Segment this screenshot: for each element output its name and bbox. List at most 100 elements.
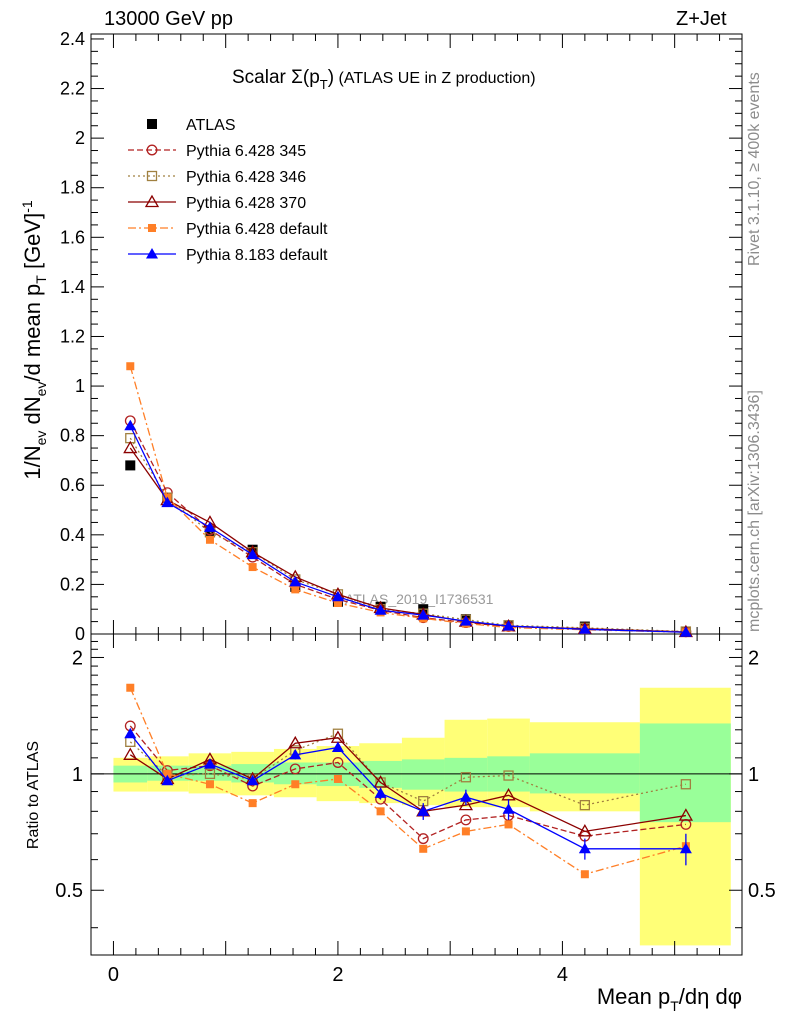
- stat-band-bin: [359, 760, 402, 788]
- data-point-p8def: [417, 609, 430, 620]
- legend-label-atlas: ATLAS: [186, 117, 236, 134]
- y-axis-title: 1/Nev dNev/d mean pT [GeV]-1: [19, 200, 49, 480]
- ratio-point-p6def: [504, 820, 513, 829]
- y-tick-label: 1.4: [60, 277, 85, 297]
- legend-marker-p370: [144, 194, 160, 208]
- ratio-point-p345: [289, 763, 301, 775]
- header-right: Z+Jet: [676, 8, 727, 30]
- x-tick-label: 0: [108, 964, 119, 986]
- ratio-point-p6def: [205, 780, 214, 789]
- y-tick-label: 0.6: [60, 475, 85, 495]
- data-point-p8def: [289, 575, 302, 587]
- ratio-point-p6def: [376, 807, 385, 816]
- y-tick-label: 0.8: [60, 426, 85, 446]
- ratio-point-p6def: [461, 827, 470, 836]
- ratio-point-p370: [678, 808, 693, 821]
- ratio-point-p8def: [124, 727, 137, 739]
- legend-marker-p345: [146, 144, 158, 156]
- ratio-y-tick-label-right: 0.5: [748, 880, 776, 902]
- legend-label-p370: Pythia 6.428 370: [186, 195, 306, 212]
- data-point-p370: [123, 440, 138, 454]
- ratio-line-p6def: [129, 687, 687, 875]
- data-point-p8def: [203, 521, 216, 532]
- x-axis-title: Mean pT/dη dφ: [597, 984, 742, 1014]
- ratio-point-p6def: [163, 769, 172, 778]
- x-tick-label: 4: [557, 964, 568, 986]
- ratio-point-p8def: [246, 774, 259, 786]
- ratio-point-p8def: [374, 787, 387, 798]
- ratio-y-tick-label-left: 1: [72, 764, 83, 786]
- data-point-p8def: [246, 548, 259, 560]
- ratio-plot-frame: [90, 633, 743, 956]
- data-point-atlas: [125, 460, 136, 471]
- ratio-point-p6def: [333, 774, 342, 783]
- ratio-point-p8def: [417, 805, 430, 816]
- stat-band-bin: [188, 765, 232, 781]
- y-tick-label: 1.8: [60, 178, 85, 198]
- series-line-p8def: [129, 425, 686, 633]
- ratio-point-p8def: [331, 741, 344, 752]
- ratio-y-tick-label-left: 0.5: [55, 880, 83, 902]
- data-point-p6def: [333, 599, 342, 608]
- data-point-p8def: [374, 604, 387, 615]
- ratio-line-p346: [129, 732, 687, 806]
- ratio-y-axis-title: Ratio to ATLAS: [25, 741, 42, 849]
- data-point-p8def: [161, 496, 174, 508]
- data-point-p8def: [459, 615, 472, 626]
- y-tick-label: 2.2: [60, 79, 85, 99]
- ratio-line-p8def: [129, 733, 686, 850]
- y-tick-label: 1.2: [60, 326, 85, 346]
- ratio-point-p8def: [502, 803, 515, 814]
- ratio-point-p8def: [289, 748, 302, 760]
- legend-marker-p346: [146, 170, 158, 182]
- ratio-point-p6def: [291, 780, 300, 789]
- ratio-y-tick-label-right: 2: [748, 647, 759, 669]
- legend-marker-p8def: [146, 248, 158, 259]
- ratio-point-p346: [680, 779, 692, 790]
- ratio-point-p8def: [578, 842, 591, 854]
- header-left: 13000 GeV pp: [104, 8, 233, 30]
- ratio-point-p8def: [161, 774, 174, 786]
- y-tick-label: 0: [75, 624, 85, 644]
- data-point-p6def: [205, 535, 214, 544]
- data-point-p8def: [502, 620, 515, 631]
- ratio-point-p346: [460, 772, 472, 783]
- ratio-point-p6def: [126, 683, 135, 692]
- ratio-point-p345: [460, 814, 472, 826]
- ratio-y-tick-label-left: 2: [72, 647, 83, 669]
- ratio-point-p8def: [203, 758, 216, 769]
- data-point-p6def: [248, 563, 257, 572]
- ratio-point-p8def: [459, 791, 472, 802]
- legend-marker-atlas: [147, 119, 157, 129]
- ratio-point-p370: [288, 735, 303, 749]
- y-tick-label: 2.4: [60, 29, 85, 49]
- ratio-point-p370: [373, 775, 388, 788]
- y-tick-label: 0.4: [60, 525, 85, 545]
- y-tick-label: 1.6: [60, 227, 85, 247]
- data-point-p6def: [126, 362, 135, 371]
- plot-title: Scalar Σ(pT) (ATLAS UE in Z production): [232, 67, 536, 92]
- stat-band-bin: [444, 757, 488, 792]
- data-point-p8def: [578, 623, 591, 634]
- ratio-point-p6def: [580, 870, 589, 879]
- ratio-point-p6def: [248, 799, 257, 808]
- ratio-point-p345: [332, 757, 344, 768]
- data-point-p6def: [291, 585, 300, 594]
- y-tick-label: 1: [75, 376, 85, 396]
- legend-marker-p6def: [148, 224, 156, 232]
- ratio-y-tick-label-right: 1: [748, 764, 759, 786]
- y-tick-label: 0.2: [60, 574, 85, 594]
- y-tick-label: 2: [75, 128, 85, 148]
- data-point-p8def: [679, 626, 692, 637]
- legend-label-p8def: Pythia 8.183 default: [186, 247, 328, 264]
- ratio-point-p345: [417, 833, 429, 845]
- ratio-point-p346: [503, 770, 514, 781]
- legend-label-p345: Pythia 6.428 345: [186, 143, 306, 160]
- legend-label-p346: Pythia 6.428 346: [186, 169, 306, 186]
- stat-band-bin: [639, 723, 731, 823]
- ratio-point-p370: [458, 797, 474, 811]
- data-point-p8def: [124, 419, 137, 431]
- legend-label-p6def: Pythia 6.428 default: [186, 221, 328, 238]
- ratio-line-p370: [129, 737, 686, 833]
- ratio-point-p370: [123, 747, 138, 760]
